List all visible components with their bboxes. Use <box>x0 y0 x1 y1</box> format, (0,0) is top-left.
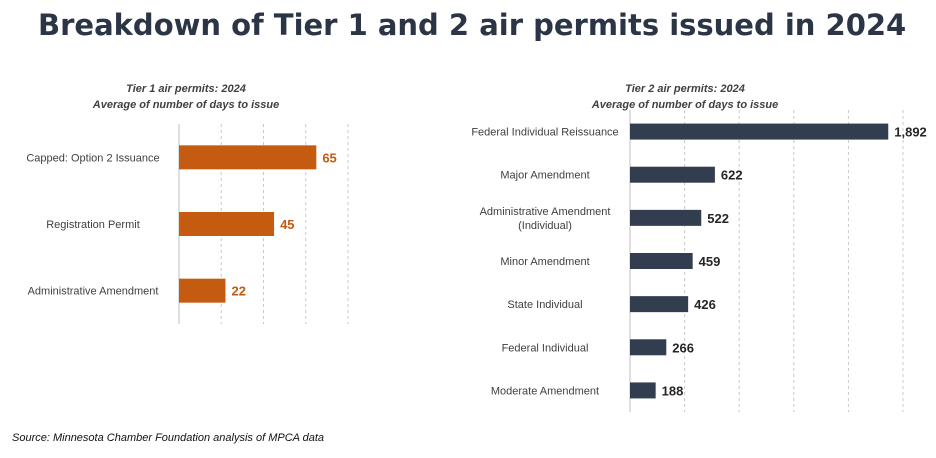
tier2-category-label: Federal Individual Reissuance <box>471 127 618 139</box>
tier2-category-label: Moderate Amendment <box>491 385 599 397</box>
tier1-category-label: Registration Permit <box>46 219 140 231</box>
tier2-subtitle: Average of number of days to issue <box>591 99 778 111</box>
tier2-title: Tier 2 air permits: 2024 <box>625 83 745 95</box>
tier1-value-label: 65 <box>322 150 336 165</box>
tier2-bar <box>630 166 715 183</box>
tier2-category-line: Federal Individual Reissuance <box>471 127 618 139</box>
tier1-subtitle: Average of number of days to issue <box>92 99 279 111</box>
tier2-category-line: Major Amendment <box>500 170 589 182</box>
tier1-value-label: 45 <box>280 217 294 232</box>
tier2-category-line: Moderate Amendment <box>491 385 599 397</box>
tier2-value-label: 266 <box>672 340 694 355</box>
page-title: Breakdown of Tier 1 and 2 air permits is… <box>38 8 907 42</box>
source-note: Source: Minnesota Chamber Foundation ana… <box>12 432 325 444</box>
tier1-bar <box>179 212 275 236</box>
tier2-category-line: (Individual) <box>518 220 572 232</box>
tier2-category-label: Major Amendment <box>500 170 589 182</box>
tier2-value-label: 426 <box>694 297 716 312</box>
tier1-bar <box>179 145 317 170</box>
tier2-category-line: Minor Amendment <box>500 256 589 268</box>
tier1-bar <box>179 278 226 303</box>
tier1-chart: Tier 1 air permits: 2024 Average of numbe… <box>26 83 349 324</box>
tier2-value-label: 622 <box>721 168 743 183</box>
tier2-category-label: Federal Individual <box>502 342 589 354</box>
tier1-category-line: Registration Permit <box>46 219 140 231</box>
tier2-category-label: Administrative Amendment (Individual) <box>480 206 611 232</box>
tier1-chart-svg: Tier 1 air permits: 2024 Average of numbe… <box>26 83 349 324</box>
tier2-bar <box>630 339 667 356</box>
tier2-chart: Tier 2 air permits: 2024 Average of numbe… <box>471 83 927 412</box>
tier2-value-label: 188 <box>662 383 684 398</box>
tier2-bar <box>630 123 889 140</box>
tier2-category-line: State Individual <box>507 299 582 311</box>
tier2-value-label: 522 <box>707 211 729 226</box>
tier2-bar <box>630 253 693 269</box>
tier2-category-label: State Individual <box>507 299 582 311</box>
tier1-category-line: Capped: Option 2 Issuance <box>26 152 159 164</box>
tier2-value-label: 459 <box>699 254 721 269</box>
tier2-value-label: 1,892 <box>894 125 927 140</box>
tier1-value-label: 22 <box>231 284 245 299</box>
tier2-category-line: Federal Individual <box>502 342 589 354</box>
tier2-bar <box>630 209 702 226</box>
tier1-category-line: Administrative Amendment <box>28 286 159 298</box>
tier1-title: Tier 1 air permits: 2024 <box>126 83 246 95</box>
tier1-category-label: Administrative Amendment <box>28 286 159 298</box>
tier2-chart-svg: Tier 2 air permits: 2024 Average of numbe… <box>471 83 927 412</box>
tier1-category-label: Capped: Option 2 Issuance <box>26 152 159 164</box>
tier2-bar <box>630 296 689 313</box>
tier2-category-label: Minor Amendment <box>500 256 589 268</box>
tier2-bar <box>630 382 656 399</box>
tier2-category-line: Administrative Amendment <box>480 206 611 218</box>
